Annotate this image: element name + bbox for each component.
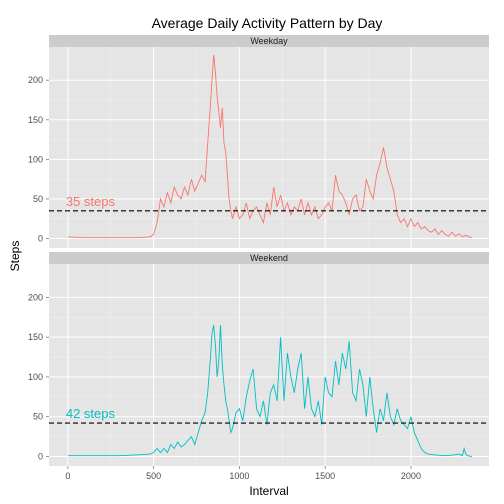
mean-label-weekend: 42 steps [66, 406, 116, 421]
x-tick-label: 1500 [315, 471, 335, 481]
y-tick-label: 50 [33, 412, 43, 422]
plot-bg-weekday [49, 47, 489, 248]
series-line-weekday [67, 54, 472, 239]
strip-label-weekend: Weekend [250, 253, 288, 263]
y-axis-title: Steps [8, 241, 22, 272]
y-tick-label: 200 [28, 292, 43, 302]
x-axis-ticks: 0 500 1000 1500 2000 [65, 466, 421, 481]
panel-weekday: Weekday 0 50 100 150 200 35 steps [28, 35, 489, 248]
y-tick-label: 100 [28, 154, 43, 164]
y-ticks-weekend: 0 50 100 150 200 [28, 292, 49, 461]
y-tick-label: 200 [28, 75, 43, 85]
y-tick-label: 150 [28, 332, 43, 342]
mean-label-weekday: 35 steps [66, 194, 116, 209]
y-tick-label: 0 [38, 451, 43, 461]
x-axis-title: Interval [249, 484, 288, 498]
panel-weekend: Weekend 0 50 100 150 200 42 steps [28, 252, 489, 466]
y-tick-label: 150 [28, 115, 43, 125]
chart-title: Average Daily Activity Pattern by Day [152, 15, 383, 31]
strip-label-weekday: Weekday [250, 36, 288, 46]
y-tick-label: 50 [33, 194, 43, 204]
series-line-weekend [67, 325, 472, 457]
plot-bg-weekend [49, 264, 489, 466]
x-tick-label: 0 [65, 471, 70, 481]
y-tick-label: 100 [28, 372, 43, 382]
y-ticks-weekday: 0 50 100 150 200 [28, 75, 49, 244]
x-tick-label: 2000 [401, 471, 421, 481]
grid-weekday [49, 47, 489, 248]
x-tick-label: 500 [146, 471, 161, 481]
strip-weekday [49, 35, 489, 47]
y-tick-label: 0 [38, 234, 43, 244]
strip-weekend [49, 252, 489, 264]
x-tick-label: 1000 [229, 471, 249, 481]
